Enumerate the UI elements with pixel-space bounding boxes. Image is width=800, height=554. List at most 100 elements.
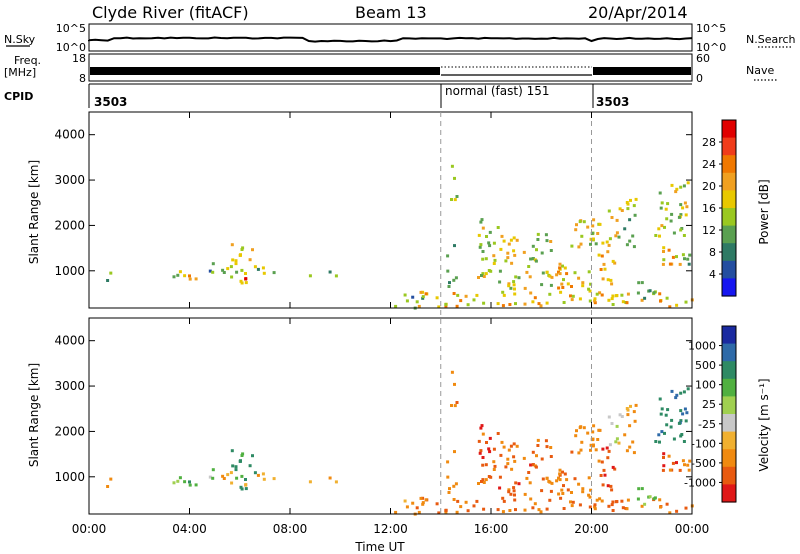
vel-echo-cell (632, 451, 636, 455)
vel-echo-cell (415, 506, 419, 510)
vel-echo-cell (578, 503, 582, 507)
power-echo-cell (684, 213, 688, 217)
power-echo-cell (531, 300, 535, 304)
power-echo-cell (593, 299, 597, 303)
power-echo-cell (239, 253, 242, 257)
power-echo-cell (600, 254, 604, 258)
velocity-echoes (106, 370, 694, 516)
power-echo-cell (558, 266, 562, 270)
power-echo-cell (502, 239, 506, 243)
vel-echo-cell (675, 509, 679, 513)
velocity_panel-colorbar-swatch (722, 343, 736, 362)
power-echo-cell (678, 262, 682, 266)
vel-echo-cell (578, 426, 582, 430)
velocity_panel-colorbar-tick: 100 (695, 379, 716, 392)
frequency-panel: Freq. [MHz] 18 8 60 0 Nave (4, 52, 778, 85)
power-echo-cell (540, 283, 544, 287)
power-echo-cell (549, 240, 553, 243)
power-echo-cell (593, 301, 597, 305)
time-tick-label: 00:00 (72, 522, 107, 536)
power_panel-colorbar-swatch (722, 120, 736, 139)
vel-echo-cell (531, 463, 535, 467)
power-echo-cell (262, 271, 266, 275)
power-echo-cell (597, 253, 601, 257)
vel-echo-cell (450, 404, 453, 407)
power-echo-cell (424, 292, 428, 296)
vel-echo-cell (593, 507, 597, 511)
power-echo-cell (577, 276, 581, 280)
power-echo-cell (492, 254, 496, 258)
vel-echo-cell (492, 460, 496, 464)
power-echo-cell (603, 267, 607, 271)
vel-echo-cell (244, 487, 248, 491)
power-echo-cell (611, 303, 615, 306)
power-echoes (106, 164, 694, 310)
power-ylabel: Slant Range [km] (27, 160, 41, 264)
power-echo-cell (571, 294, 575, 298)
power-echo-cell (522, 250, 526, 254)
vel-echo-cell (569, 500, 572, 504)
power-echo-cell (394, 304, 398, 308)
vel-echo-cell (626, 413, 630, 417)
power-echo-cell (549, 283, 553, 287)
power-echo-cell (565, 272, 569, 276)
vel-echo-cell (548, 480, 552, 484)
vel-echo-cell (561, 492, 565, 495)
vel-echo-cell (586, 431, 590, 435)
vel-echo-cell (262, 477, 266, 481)
power_panel-colorbar-swatch (722, 155, 736, 174)
vel-echo-cell (629, 404, 632, 408)
power-echo-cell (453, 198, 457, 202)
vel-echo-cell (662, 452, 666, 456)
vel-echo-cell (506, 462, 510, 466)
power-echo-cell (446, 269, 450, 273)
power_panel-colorbar-swatch (722, 225, 736, 244)
freq-tick-top: 18 (72, 52, 86, 65)
power-echo-cell (561, 264, 564, 268)
power-ytick-label: 4000 (54, 128, 85, 142)
velocity_panel-colorbar-tick: 1000 (688, 340, 716, 353)
vel-echo-cell (587, 493, 591, 497)
vel-echo-cell (678, 468, 682, 472)
power-echo-cell (496, 226, 500, 229)
power-echo-cell (188, 274, 191, 278)
power-echo-cell (679, 203, 683, 207)
power-echo-cell (208, 269, 212, 273)
power-echo-cell (596, 232, 600, 235)
vel-echo-cell (459, 505, 463, 509)
power-echo-cell (593, 297, 597, 301)
vel-echo-cell (496, 432, 500, 435)
power-echo-cell (640, 298, 644, 302)
power-echo-cell (683, 201, 687, 205)
vel-echo-cell (251, 454, 254, 458)
power-echo-cell (481, 226, 485, 230)
power-echo-cell (515, 238, 519, 242)
vel-echo-cell (613, 467, 617, 471)
power-echo-cell (482, 275, 486, 278)
vel-echo-cell (421, 502, 425, 506)
power-echo-cell (514, 275, 518, 279)
vel-echo-cell (658, 440, 661, 444)
power_panel-colorbar-tick: 12 (702, 224, 716, 237)
vel-echo-cell (229, 471, 233, 475)
vel-echo-cell (509, 444, 513, 448)
vel-echo-cell (658, 498, 662, 502)
vel-echo-cell (686, 387, 690, 391)
power-echo-cell (484, 272, 488, 276)
power-echo-cell (455, 195, 459, 198)
vel-echo-cell (308, 480, 312, 484)
power-echo-cell (600, 293, 604, 297)
vel-echo-cell (453, 404, 457, 408)
power-echo-cell (579, 242, 583, 246)
vel-echo-cell (570, 450, 574, 454)
power-echo-cell (615, 294, 619, 297)
vel-echo-cell (628, 445, 632, 449)
velocity_panel-colorbar-tick: -100 (691, 437, 716, 450)
power-echo-cell (675, 303, 679, 307)
vel-echo-cell (240, 487, 244, 491)
power-echo-cell (523, 286, 527, 290)
power-echo-cell (421, 296, 425, 300)
power-echo-cell (598, 291, 602, 295)
power-echo-cell (222, 271, 226, 274)
